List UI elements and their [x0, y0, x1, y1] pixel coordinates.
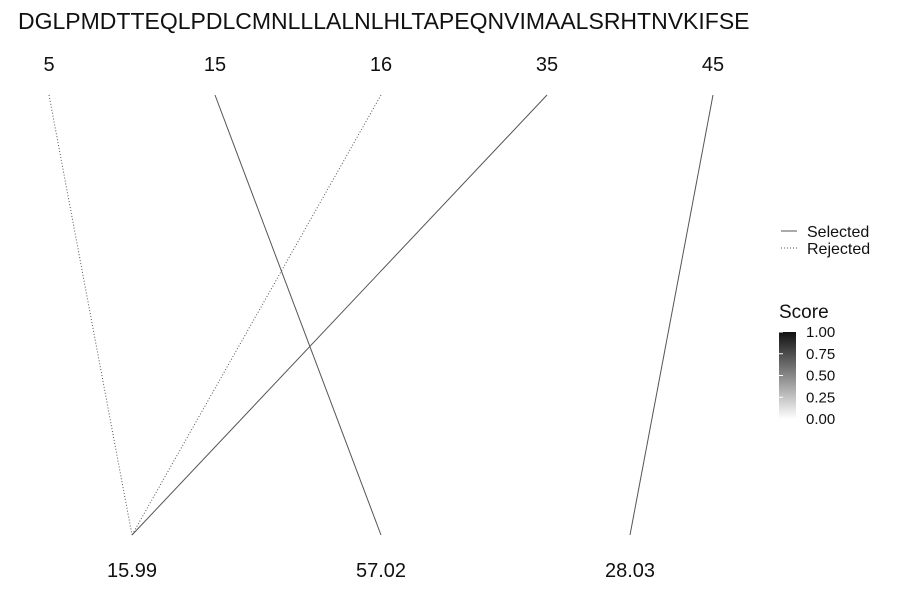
selected-link-line [131, 94, 548, 536]
position-label: 16 [370, 54, 392, 76]
position-label: 5 [43, 54, 54, 76]
linetype-legend: Selected Rejected [781, 224, 870, 258]
legend-selected-label: Selected [807, 224, 869, 241]
link-lines [48, 94, 714, 536]
selected-link-line [214, 94, 382, 536]
score-legend: Score 1.00 0.75 0.50 0.25 0.00 [779, 302, 835, 428]
score-tick-label: 1.00 [806, 324, 835, 341]
score-legend-title: Score [779, 302, 829, 323]
score-tick-label: 0.00 [806, 411, 835, 428]
mass-label: 57.02 [356, 560, 406, 582]
mass-label: 15.99 [107, 560, 157, 582]
score-tick-label: 0.50 [806, 368, 835, 385]
score-colorbar [779, 332, 796, 419]
mass-label: 28.03 [605, 560, 655, 582]
selected-link-line [629, 94, 714, 536]
rejected-link-line [131, 94, 382, 536]
score-tick-label: 0.25 [806, 389, 835, 406]
rejected-link-line [48, 94, 133, 536]
mass-labels: 15.99 57.02 28.03 [107, 560, 655, 582]
sequence-text: DGLPMDTTEQLPDLCMNLLLALNLHLTAPEQNVIMAALSR… [18, 8, 750, 34]
position-label: 45 [702, 54, 724, 76]
score-tick-label: 0.75 [806, 346, 835, 363]
position-labels: 5 15 16 35 45 [43, 54, 724, 76]
legend-rejected-label: Rejected [807, 241, 870, 258]
position-label: 35 [536, 54, 558, 76]
position-label: 15 [204, 54, 226, 76]
score-ticks: 1.00 0.75 0.50 0.25 0.00 [779, 324, 835, 428]
